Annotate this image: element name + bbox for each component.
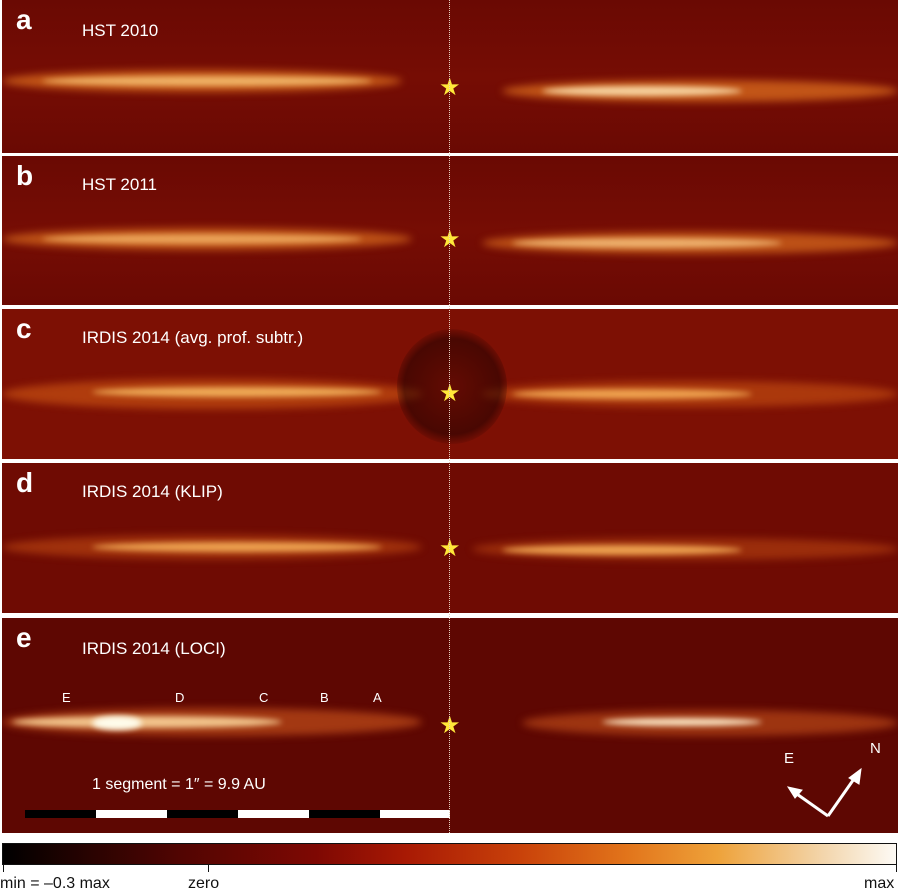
compass-east-label: E: [784, 750, 795, 767]
panel-label: IRDIS 2014 (avg. prof. subtr.): [82, 328, 304, 347]
compass-north-label: N: [870, 740, 881, 757]
panel-c: c IRDIS 2014 (avg. prof. subtr.) ★: [2, 309, 898, 459]
feature-label-d: D: [175, 690, 185, 705]
colorbar-zero-label: zero: [188, 875, 220, 892]
panel-label: IRDIS 2014 (LOCI): [82, 639, 226, 658]
colorbar-min-label: min = –0.3 max: [0, 875, 110, 892]
panel-b: b HST 2011 ★: [2, 156, 898, 305]
panel-label: HST 2010: [82, 21, 159, 40]
panel-letter: a: [16, 4, 32, 35]
star-position-dotted-line: [449, 0, 450, 833]
panel-d: d IRDIS 2014 (KLIP) ★: [2, 463, 898, 613]
compass-arrows-icon: [786, 767, 862, 818]
colorbar-tick-zero: [208, 864, 209, 872]
panel-e: e IRDIS 2014 (LOCI) E D C B A ★ 1 segmen…: [2, 618, 898, 833]
residual-halo: [397, 329, 507, 444]
panel-letter: d: [16, 467, 34, 498]
panel-label: IRDIS 2014 (KLIP): [82, 482, 223, 501]
compass: E N: [762, 740, 898, 826]
panel-letter: c: [16, 313, 32, 344]
feature-label-b: B: [320, 690, 329, 705]
colorbar-max-label: max: [864, 875, 895, 892]
scale-bar-label: 1 segment = 1″ = 9.9 AU: [92, 776, 266, 793]
colorbar: [2, 843, 897, 865]
panel-label: HST 2011: [82, 175, 157, 194]
feature-label-c: C: [259, 690, 269, 705]
panel-letter: b: [16, 160, 34, 191]
panel-a: a HST 2010 ★: [2, 0, 898, 153]
feature-label-e: E: [62, 690, 71, 705]
panel-letter: e: [16, 622, 32, 653]
colorbar-tick-min: [3, 864, 4, 872]
colorbar-tick-max: [896, 864, 897, 872]
feature-label-a: A: [373, 690, 382, 705]
